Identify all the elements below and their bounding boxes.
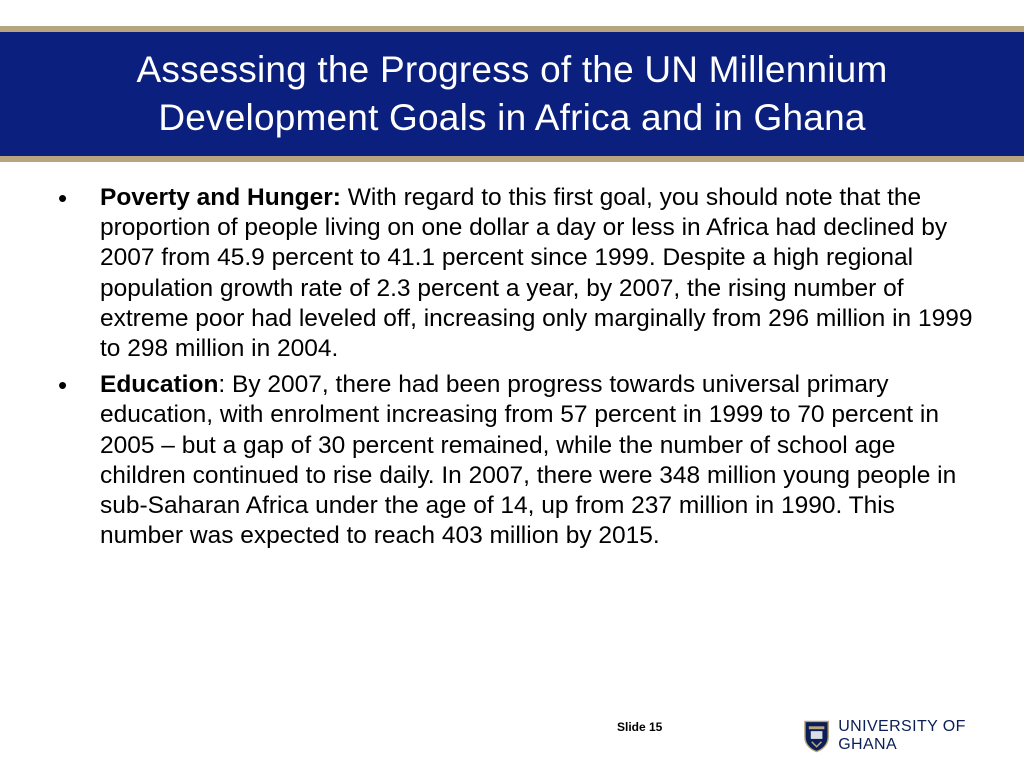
bullet-heading: Poverty and Hunger:	[100, 184, 341, 211]
bullet-list: • Poverty and Hunger: With regard to thi…	[58, 183, 978, 557]
slide-title-line1: Assessing the Progress of the UN Millenn…	[136, 49, 888, 90]
bullet-body: : By 2007, there had been progress towar…	[100, 371, 957, 550]
bullet-poverty-hunger: • Poverty and Hunger: With regard to thi…	[58, 183, 978, 364]
bullet-body: With regard to this first goal, you shou…	[100, 184, 973, 363]
bullet-heading: Education	[100, 371, 219, 399]
bullet-text: Poverty and Hunger: With regard to this …	[100, 183, 978, 364]
university-name: UNIVERSITY OF GHANA	[838, 718, 966, 753]
slide-number: Slide 15	[617, 720, 663, 734]
bullet-dot: •	[58, 183, 68, 213]
slide-title: Assessing the Progress of the UN Millenn…	[62, 46, 962, 142]
bullet-dot: •	[58, 370, 68, 401]
header-top-rule	[0, 26, 1024, 32]
bullet-education: • Education: By 2007, there had been pro…	[58, 370, 978, 551]
title-band: Assessing the Progress of the UN Millenn…	[0, 32, 1024, 156]
header-bottom-rule	[0, 156, 1024, 162]
university-logo: UNIVERSITY OF GHANA	[803, 718, 1024, 754]
slide-title-line2: Development Goals in Africa and in Ghana	[158, 97, 866, 138]
bullet-text: Education: By 2007, there had been progr…	[100, 370, 978, 551]
university-crest-icon	[804, 720, 829, 753]
